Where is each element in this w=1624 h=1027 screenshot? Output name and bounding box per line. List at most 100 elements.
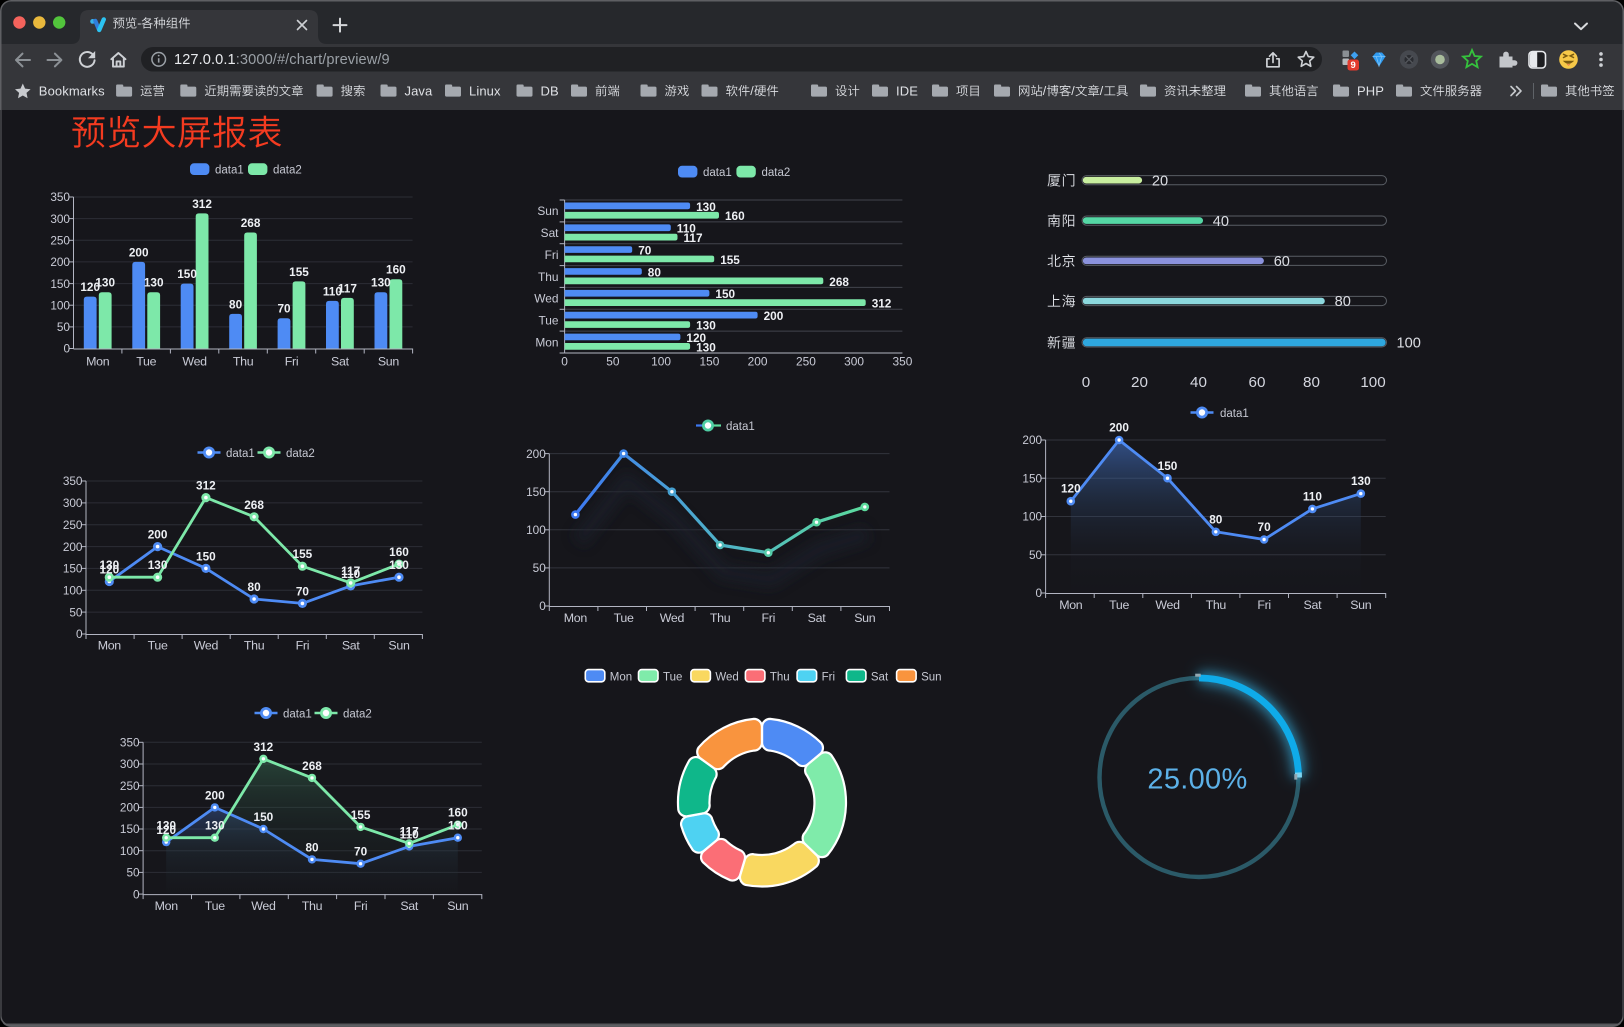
svg-text:Mon: Mon xyxy=(564,611,588,625)
svg-text:155: 155 xyxy=(351,808,371,822)
svg-text:0: 0 xyxy=(133,887,140,901)
svg-text:312: 312 xyxy=(192,197,212,211)
svg-text:Sun: Sun xyxy=(447,899,469,913)
svg-text:Mon: Mon xyxy=(535,335,558,349)
svg-text:Sun: Sun xyxy=(378,354,400,368)
svg-text:70: 70 xyxy=(638,244,652,258)
svg-text:150: 150 xyxy=(50,277,70,291)
svg-text:Tue: Tue xyxy=(205,899,225,913)
svg-text:160: 160 xyxy=(386,263,406,277)
svg-text:data1: data1 xyxy=(283,708,312,720)
svg-text:350: 350 xyxy=(63,474,83,488)
svg-text:110: 110 xyxy=(341,567,360,581)
svg-text:100: 100 xyxy=(1360,374,1385,391)
svg-text:-: - xyxy=(137,16,141,30)
svg-text:300: 300 xyxy=(844,354,864,368)
svg-text:Sat: Sat xyxy=(342,638,361,652)
svg-text:312: 312 xyxy=(196,479,216,493)
svg-text:268: 268 xyxy=(302,759,322,773)
svg-text:0: 0 xyxy=(561,354,568,368)
svg-text:0: 0 xyxy=(1036,586,1043,600)
svg-text:120: 120 xyxy=(1061,482,1081,496)
svg-text:Sat: Sat xyxy=(331,354,350,368)
svg-text:120: 120 xyxy=(80,280,100,294)
svg-text:350: 350 xyxy=(50,190,70,204)
svg-text:50: 50 xyxy=(57,320,71,334)
svg-text:PHP: PHP xyxy=(1357,84,1384,99)
svg-text:150: 150 xyxy=(526,485,546,499)
svg-text:/: / xyxy=(750,84,754,98)
svg-text:Sat: Sat xyxy=(541,226,560,240)
svg-text:50: 50 xyxy=(533,561,547,575)
svg-text:130: 130 xyxy=(205,819,225,833)
svg-text:Bookmarks: Bookmarks xyxy=(39,84,105,99)
svg-text:data1: data1 xyxy=(1220,408,1249,420)
svg-text:70: 70 xyxy=(354,845,368,859)
svg-text:Wed: Wed xyxy=(1155,598,1180,612)
svg-text:100: 100 xyxy=(50,298,70,312)
svg-text:Fri: Fri xyxy=(545,248,559,262)
svg-text:300: 300 xyxy=(120,757,140,771)
svg-text:200: 200 xyxy=(129,245,149,259)
svg-text:350: 350 xyxy=(120,736,140,750)
svg-text:Thu: Thu xyxy=(770,671,790,683)
svg-text:130: 130 xyxy=(696,200,716,214)
svg-text:100: 100 xyxy=(526,523,546,537)
svg-text:110: 110 xyxy=(677,222,696,236)
svg-text:100: 100 xyxy=(1022,510,1042,524)
svg-text:/: / xyxy=(1100,84,1104,98)
svg-text:150: 150 xyxy=(254,810,274,824)
svg-text:80: 80 xyxy=(305,840,319,854)
svg-text:Tue: Tue xyxy=(538,314,558,328)
svg-text:130: 130 xyxy=(696,340,716,354)
svg-text:130: 130 xyxy=(99,558,119,572)
svg-text:Sat: Sat xyxy=(871,671,889,683)
svg-text:9: 9 xyxy=(1351,60,1356,71)
svg-text:Fri: Fri xyxy=(1257,598,1271,612)
svg-text:data1: data1 xyxy=(726,421,755,433)
svg-text:150: 150 xyxy=(177,267,197,281)
svg-text:Mon: Mon xyxy=(86,354,110,368)
svg-text:Mon: Mon xyxy=(98,638,122,652)
svg-text:100: 100 xyxy=(1397,336,1421,352)
svg-text:127.0.0.1:3000/#/chart/preview: 127.0.0.1:3000/#/chart/preview/9 xyxy=(174,52,390,68)
svg-text:Tue: Tue xyxy=(663,671,682,683)
svg-text:data2: data2 xyxy=(343,708,372,720)
svg-text:Thu: Thu xyxy=(244,638,265,652)
svg-text:data2: data2 xyxy=(286,448,315,460)
svg-text:300: 300 xyxy=(63,496,83,510)
svg-text:200: 200 xyxy=(205,788,225,802)
svg-text:250: 250 xyxy=(63,518,83,532)
svg-text:Mon: Mon xyxy=(610,671,632,683)
svg-text:Wed: Wed xyxy=(251,899,276,913)
svg-text:Thu: Thu xyxy=(710,611,731,625)
svg-text:100: 100 xyxy=(651,354,671,368)
svg-text:200: 200 xyxy=(120,801,140,815)
svg-text:Sat: Sat xyxy=(808,611,827,625)
svg-text:Sat: Sat xyxy=(1304,598,1323,612)
svg-text:160: 160 xyxy=(725,209,745,223)
svg-text:160: 160 xyxy=(389,545,409,559)
svg-text:0: 0 xyxy=(63,342,70,356)
svg-text:200: 200 xyxy=(50,255,70,269)
svg-text:data1: data1 xyxy=(703,167,732,179)
svg-text:Tue: Tue xyxy=(136,354,156,368)
svg-text:0: 0 xyxy=(76,627,83,641)
svg-text:20: 20 xyxy=(1131,374,1148,391)
svg-text:Thu: Thu xyxy=(302,899,323,913)
svg-text:300: 300 xyxy=(50,212,70,226)
svg-text:Thu: Thu xyxy=(538,270,559,284)
svg-text:100: 100 xyxy=(120,844,140,858)
svg-text:120: 120 xyxy=(156,823,176,837)
svg-text:110: 110 xyxy=(323,284,342,298)
svg-text:268: 268 xyxy=(244,498,264,512)
svg-text:150: 150 xyxy=(63,562,83,576)
svg-text:Wed: Wed xyxy=(182,354,207,368)
svg-text:200: 200 xyxy=(148,528,168,542)
svg-text:data1: data1 xyxy=(226,448,255,460)
svg-text:200: 200 xyxy=(1109,421,1129,435)
svg-text:160: 160 xyxy=(448,806,468,820)
svg-text:data1: data1 xyxy=(215,165,244,177)
svg-text:Sun: Sun xyxy=(388,638,410,652)
svg-text:130: 130 xyxy=(95,276,115,290)
